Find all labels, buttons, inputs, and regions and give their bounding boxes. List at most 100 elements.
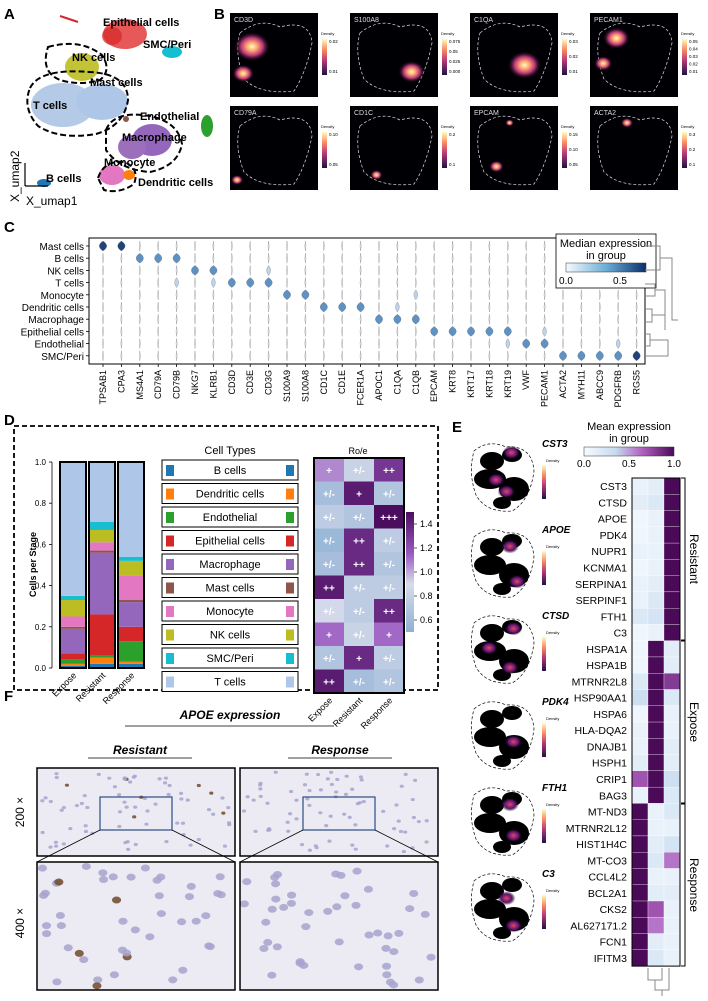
violin-apoc1-bcells xyxy=(378,253,380,264)
violin-cd3e-monocyte xyxy=(249,289,251,300)
e-cell-mtrnr2l8-resistant xyxy=(647,673,665,690)
e-cell-hladqa2-expose xyxy=(631,721,649,739)
nucleus xyxy=(122,776,127,780)
tile-scale-tick: 0.02 xyxy=(689,62,698,67)
nucleus xyxy=(359,778,364,782)
violin-cd3g-mastcells xyxy=(267,240,270,252)
violin-cd1c-tcells xyxy=(323,277,325,288)
bracket-resistant xyxy=(681,477,686,641)
col-label: CD79A xyxy=(153,370,163,399)
e-cell-apoe-resistant xyxy=(647,510,665,527)
e-cell-hsp90aa1-response xyxy=(663,689,681,706)
tile-density-word: Density xyxy=(321,124,334,129)
umap-blob xyxy=(493,927,511,939)
violin-cd79b-mastcells xyxy=(175,240,178,252)
violin-rgs5-epithelialcells xyxy=(635,326,638,337)
c-legend-box xyxy=(555,233,657,289)
nucleus xyxy=(109,971,119,979)
e-cell-hspa1a-expose xyxy=(631,640,649,658)
nucleus xyxy=(285,820,290,824)
e-heat-frame xyxy=(631,477,681,967)
violin-fcer1a-epithelialcells xyxy=(359,326,362,337)
violin-cpa3-macrophage xyxy=(120,314,123,325)
bar-response-macrophage xyxy=(118,602,144,627)
bar-outline-resistant xyxy=(88,461,116,669)
violin-cd3e-macrophage xyxy=(249,314,251,325)
tile-density-word: Density xyxy=(681,124,694,129)
density-tile-s100a8: S100A8 Density 0.075 0.05 0.025 0.000 xyxy=(350,13,461,97)
outline-monocyte xyxy=(96,160,137,193)
violin-krt8-mastcells xyxy=(451,240,454,252)
umap-density-word: Density xyxy=(546,888,559,893)
e-cell-ccl4l2-expose xyxy=(631,868,649,885)
violin-cd79b-endothelial xyxy=(175,338,178,349)
cluster-epithelial-2 xyxy=(102,27,122,45)
violin-c1qa-macrophage xyxy=(393,314,402,325)
violin-krt17-macrophage xyxy=(470,314,472,325)
tile-gene-label: CD3D xyxy=(234,17,253,24)
violin-ms4a1-tcells xyxy=(139,277,141,288)
roe-cell-dendriticcells-response xyxy=(374,481,404,505)
density-tile-c1qa: C1QA Density 0.03 0.02 0.01 xyxy=(470,13,578,97)
tile-colorbar xyxy=(682,39,687,75)
nucleus xyxy=(153,802,158,806)
violin-cd1c-macrophage xyxy=(323,314,325,325)
e-cell-mtco3-response xyxy=(663,852,681,869)
umap-colorbar xyxy=(542,895,546,929)
e-cell-hspa6-expose xyxy=(631,705,649,723)
violin-pecam1-smcperi xyxy=(543,350,546,361)
violin-cd3g-bcells xyxy=(267,253,270,264)
violin-apoc1-endothelial xyxy=(378,338,380,349)
nucleus xyxy=(414,976,424,984)
violin-acta2-epithelialcells xyxy=(562,326,564,337)
violin-cd3e-nkcells xyxy=(249,265,251,276)
roe-cell-monocyte-expose xyxy=(314,599,344,623)
violin-cd3d-endothelial xyxy=(231,338,233,349)
violin-s100a9-tcells xyxy=(286,277,288,288)
density-hotspot xyxy=(230,174,244,185)
violin-klrb1-bcells xyxy=(212,253,215,264)
tile-colorbar xyxy=(442,132,447,168)
nucleus xyxy=(178,966,188,974)
umap-blob xyxy=(493,755,511,767)
roe-label: +/- xyxy=(383,560,395,571)
group-resistant: Resistant xyxy=(687,534,701,585)
nucleus xyxy=(363,885,373,893)
density-hotspot xyxy=(593,55,613,71)
roe-xlabel: Expose xyxy=(306,695,334,723)
nucleus xyxy=(385,844,390,848)
tile-bg xyxy=(470,106,558,190)
bar-expose-macrophage xyxy=(60,628,86,654)
violin-tpsab1-monocyte xyxy=(102,289,104,300)
violin-pecam1-nkcells xyxy=(543,265,546,276)
panel-letter-c: C xyxy=(4,219,15,236)
e-cell-bag3-resistant xyxy=(647,786,665,804)
label-epithelial: Epithelial cells xyxy=(103,17,179,29)
nucleus xyxy=(211,812,216,816)
legend-swatch-right xyxy=(286,488,294,500)
violin-krt18-bcells xyxy=(488,253,491,264)
umap-gene-label: APOE xyxy=(541,525,571,536)
e-gene-label: AL627171.2 xyxy=(570,920,627,932)
e-cell-hladqa2-resistant xyxy=(647,721,665,739)
nucleus xyxy=(334,938,344,946)
nucleus xyxy=(259,944,269,952)
violin-tpsab1-dendriticcells xyxy=(102,301,104,313)
legend-swatch-left xyxy=(166,606,174,617)
violin-ms4a1-dendriticcells xyxy=(139,301,141,313)
umap-blob xyxy=(474,899,506,919)
nucleus xyxy=(316,772,321,777)
violin-apoc1-dendriticcells xyxy=(378,301,380,313)
e-cell-serpinf1-expose xyxy=(631,591,649,609)
roe-label: ++ xyxy=(323,583,335,594)
violin-c1qb-smcperi xyxy=(415,350,417,361)
density-hotspot xyxy=(398,60,426,83)
nucleus xyxy=(352,867,362,875)
tile-scale-tick: 0.05 xyxy=(449,49,458,54)
e-cell-fcn1-resistant xyxy=(647,933,665,950)
violin-cd3d-smcperi xyxy=(231,350,233,361)
col-label: MS4A1 xyxy=(135,370,145,400)
violin-fcer1a-nkcells xyxy=(359,265,362,276)
bar-response-mastcells xyxy=(118,600,144,603)
